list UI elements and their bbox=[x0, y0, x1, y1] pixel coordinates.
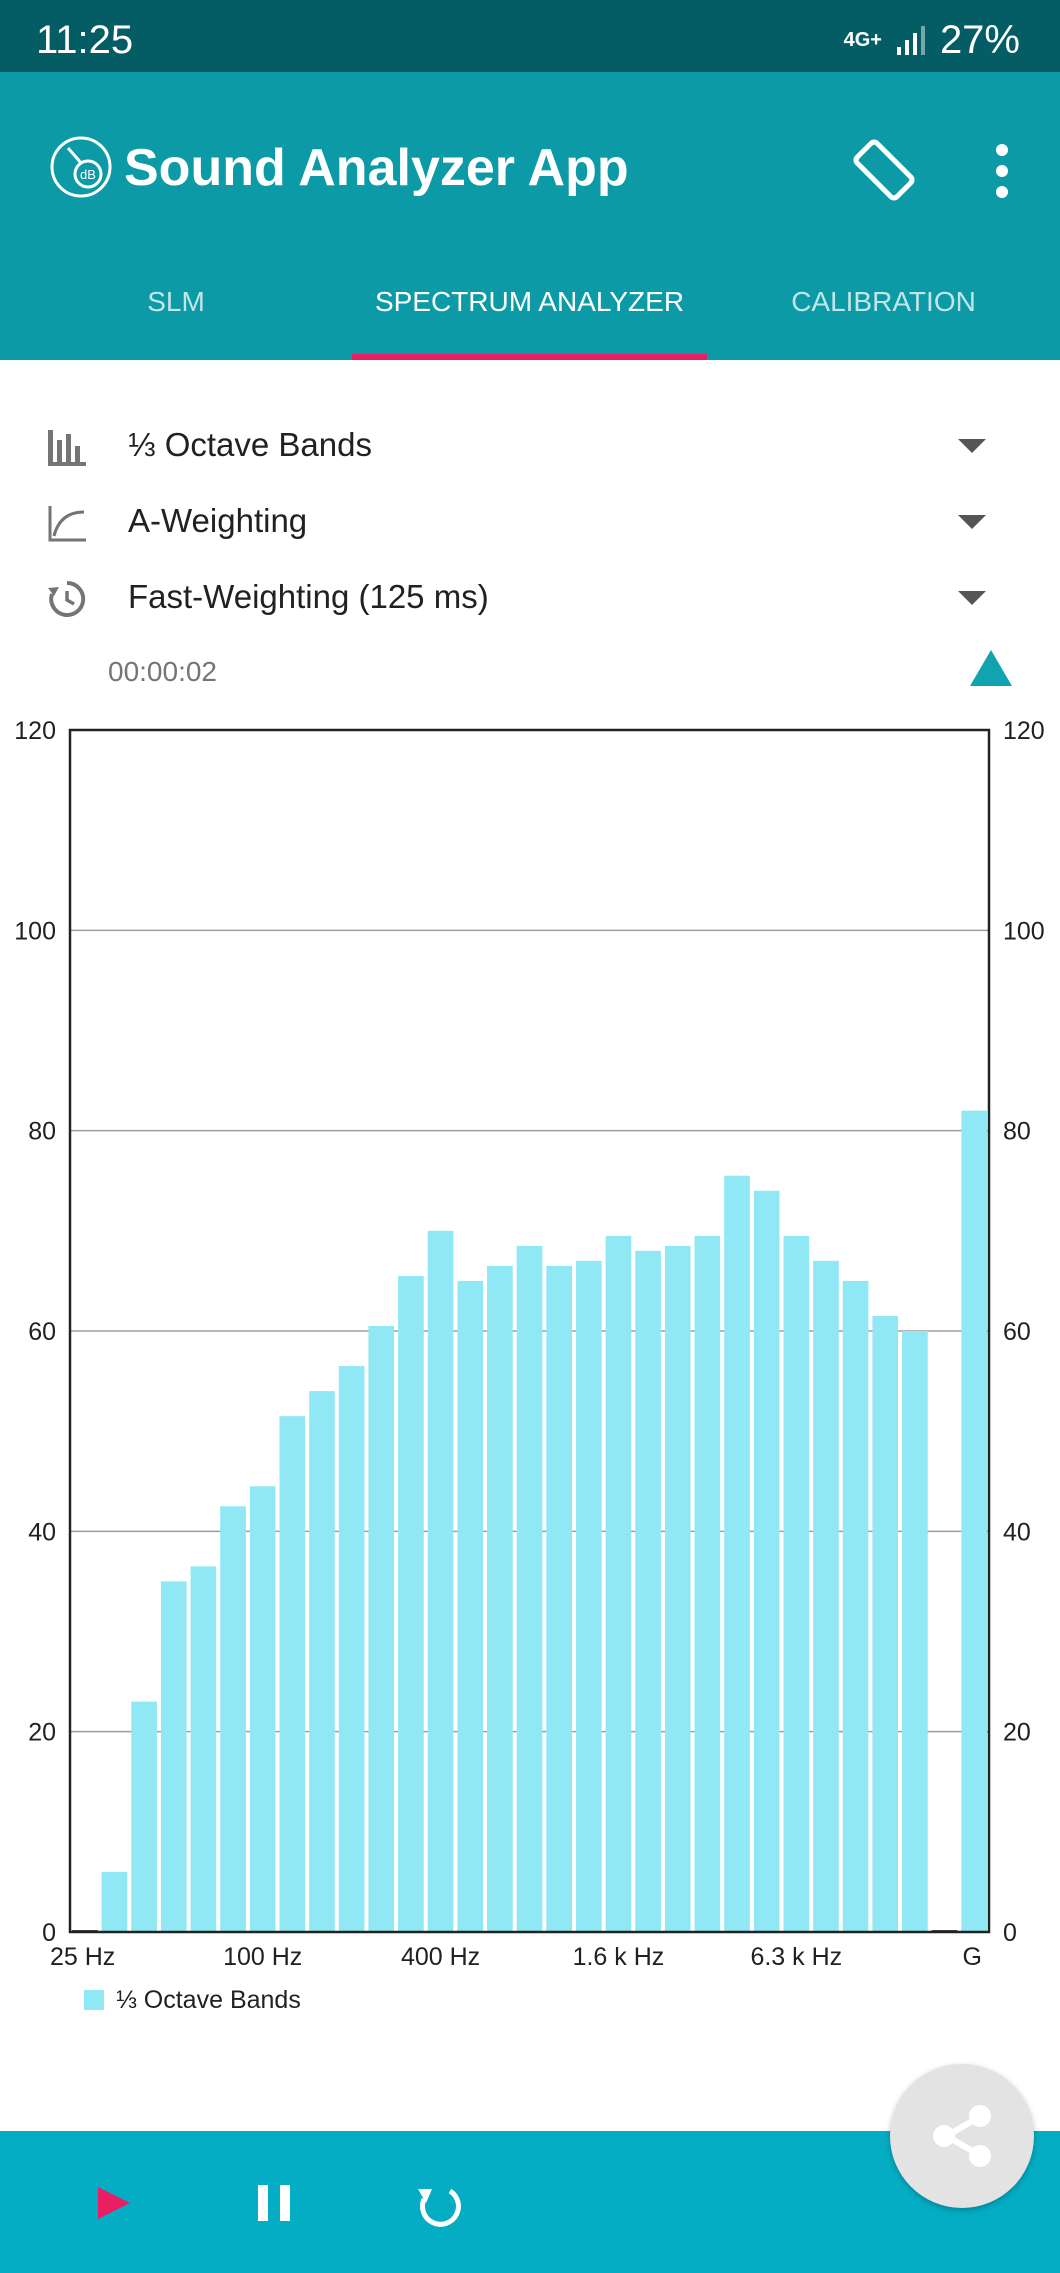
bar bbox=[249, 1486, 276, 1932]
logo-text: dB bbox=[80, 167, 96, 182]
y-tick-label-left: 20 bbox=[28, 1719, 56, 1747]
bar bbox=[575, 1260, 602, 1932]
weighting-selector[interactable]: A-Weighting bbox=[0, 486, 1060, 560]
y-tick-label-right: 60 bbox=[1003, 1318, 1031, 1346]
bar bbox=[398, 1275, 424, 1932]
chevron-down-icon bbox=[958, 515, 986, 529]
tab-calibration[interactable]: CALIBRATION bbox=[791, 286, 976, 317]
x-tick-label: G bbox=[963, 1943, 982, 1970]
y-tick-label-left: 100 bbox=[14, 917, 56, 945]
weighting-label: A-Weighting bbox=[128, 502, 308, 539]
tab-spectrum-analyzer[interactable]: SPECTRUM ANALYZER bbox=[374, 286, 685, 317]
x-tick-label: 1.6 k Hz bbox=[573, 1943, 665, 1970]
y-tick-label-right: 40 bbox=[1003, 1518, 1031, 1546]
share-icon bbox=[933, 2105, 991, 2167]
bar bbox=[368, 1325, 395, 1932]
tab-slm[interactable]: SLM bbox=[147, 286, 205, 317]
bar bbox=[813, 1260, 839, 1932]
status-indicators: 4G+ 27% bbox=[844, 18, 1020, 63]
y-tick-label-right: 20 bbox=[1003, 1719, 1031, 1747]
screen-rotation-icon[interactable] bbox=[848, 134, 920, 206]
bands-selector[interactable]: ⅓ Octave Bands bbox=[0, 410, 1060, 484]
chevron-down-icon bbox=[958, 439, 986, 453]
elapsed-timer: 00:00:02 bbox=[108, 656, 217, 687]
bar bbox=[724, 1175, 750, 1932]
bar bbox=[487, 1265, 513, 1932]
bar bbox=[338, 1366, 365, 1932]
status-bar: 11:25 4G+ 27% bbox=[0, 0, 1060, 72]
y-tick-label-left: 60 bbox=[28, 1318, 56, 1346]
tab-indicator bbox=[352, 354, 707, 360]
x-tick-label: 100 Hz bbox=[223, 1943, 302, 1970]
replay-icon[interactable] bbox=[410, 2175, 466, 2231]
bar bbox=[279, 1416, 306, 1932]
legend-swatch bbox=[84, 1990, 104, 2010]
bar bbox=[160, 1581, 187, 1932]
x-tick-label: 6.3 k Hz bbox=[750, 1943, 842, 1970]
bar bbox=[220, 1506, 246, 1932]
time-weighting-label: Fast-Weighting (125 ms) bbox=[128, 578, 489, 615]
bar bbox=[783, 1235, 810, 1932]
timer-icon bbox=[48, 580, 86, 617]
signal-icon bbox=[896, 25, 925, 55]
bar bbox=[664, 1245, 691, 1932]
db-gauge-icon: dB bbox=[50, 136, 112, 198]
more-vert-icon[interactable] bbox=[982, 138, 1022, 204]
y-tick-label-left: 0 bbox=[42, 1919, 56, 1947]
bar bbox=[842, 1280, 869, 1932]
legend-label: ⅓ Octave Bands bbox=[116, 1986, 301, 2014]
bar bbox=[605, 1235, 632, 1932]
y-tick-label-left: 40 bbox=[28, 1518, 56, 1546]
triangle-up-icon[interactable] bbox=[970, 650, 1012, 686]
bands-label: ⅓ Octave Bands bbox=[128, 426, 372, 463]
bar bbox=[872, 1315, 899, 1932]
plot-frame bbox=[68, 728, 991, 1934]
bar-chart-icon bbox=[48, 430, 86, 466]
pause-icon[interactable] bbox=[246, 2175, 302, 2231]
bottom-bar bbox=[0, 2131, 1060, 2273]
bar bbox=[427, 1230, 454, 1932]
app-title: Sound Analyzer App bbox=[124, 139, 629, 197]
spectrum-chart: 0 0 20 20 40 40 60 60 80 80 100 100 120 120 25 Hz 100 … bbox=[14, 717, 1045, 1970]
x-tick-label: 400 Hz bbox=[401, 1943, 480, 1970]
app-bar: dB Sound Analyzer App SLM SPECTRUM ANALY… bbox=[0, 72, 1060, 360]
bar bbox=[961, 1110, 987, 1932]
bar bbox=[546, 1265, 572, 1932]
status-time: 11:25 bbox=[36, 18, 134, 62]
bar bbox=[309, 1391, 335, 1932]
bar bbox=[635, 1250, 661, 1932]
battery-level: 27% bbox=[939, 18, 1020, 62]
network-type: 4G+ bbox=[843, 29, 882, 51]
y-tick-label-left: 80 bbox=[28, 1118, 56, 1146]
y-tick-label-right: 0 bbox=[1003, 1919, 1017, 1947]
time-weighting-selector[interactable]: Fast-Weighting (125 ms) bbox=[0, 562, 1060, 636]
bar bbox=[457, 1280, 484, 1932]
curve-icon bbox=[48, 506, 86, 542]
play-icon[interactable] bbox=[86, 2175, 142, 2231]
bar bbox=[190, 1566, 217, 1932]
bar bbox=[694, 1235, 721, 1932]
share-button[interactable] bbox=[890, 2064, 1034, 2208]
y-tick-label-right: 120 bbox=[1003, 717, 1045, 745]
y-tick-label-right: 80 bbox=[1003, 1118, 1031, 1146]
bar bbox=[516, 1245, 543, 1932]
bar bbox=[101, 1871, 128, 1932]
bar bbox=[131, 1701, 157, 1932]
x-tick-label: 25 Hz bbox=[50, 1943, 115, 1970]
chevron-down-icon bbox=[958, 591, 986, 605]
bar bbox=[902, 1331, 928, 1932]
y-tick-label-right: 100 bbox=[1003, 917, 1045, 945]
bar bbox=[753, 1190, 780, 1932]
y-tick-label-left: 120 bbox=[14, 717, 56, 745]
